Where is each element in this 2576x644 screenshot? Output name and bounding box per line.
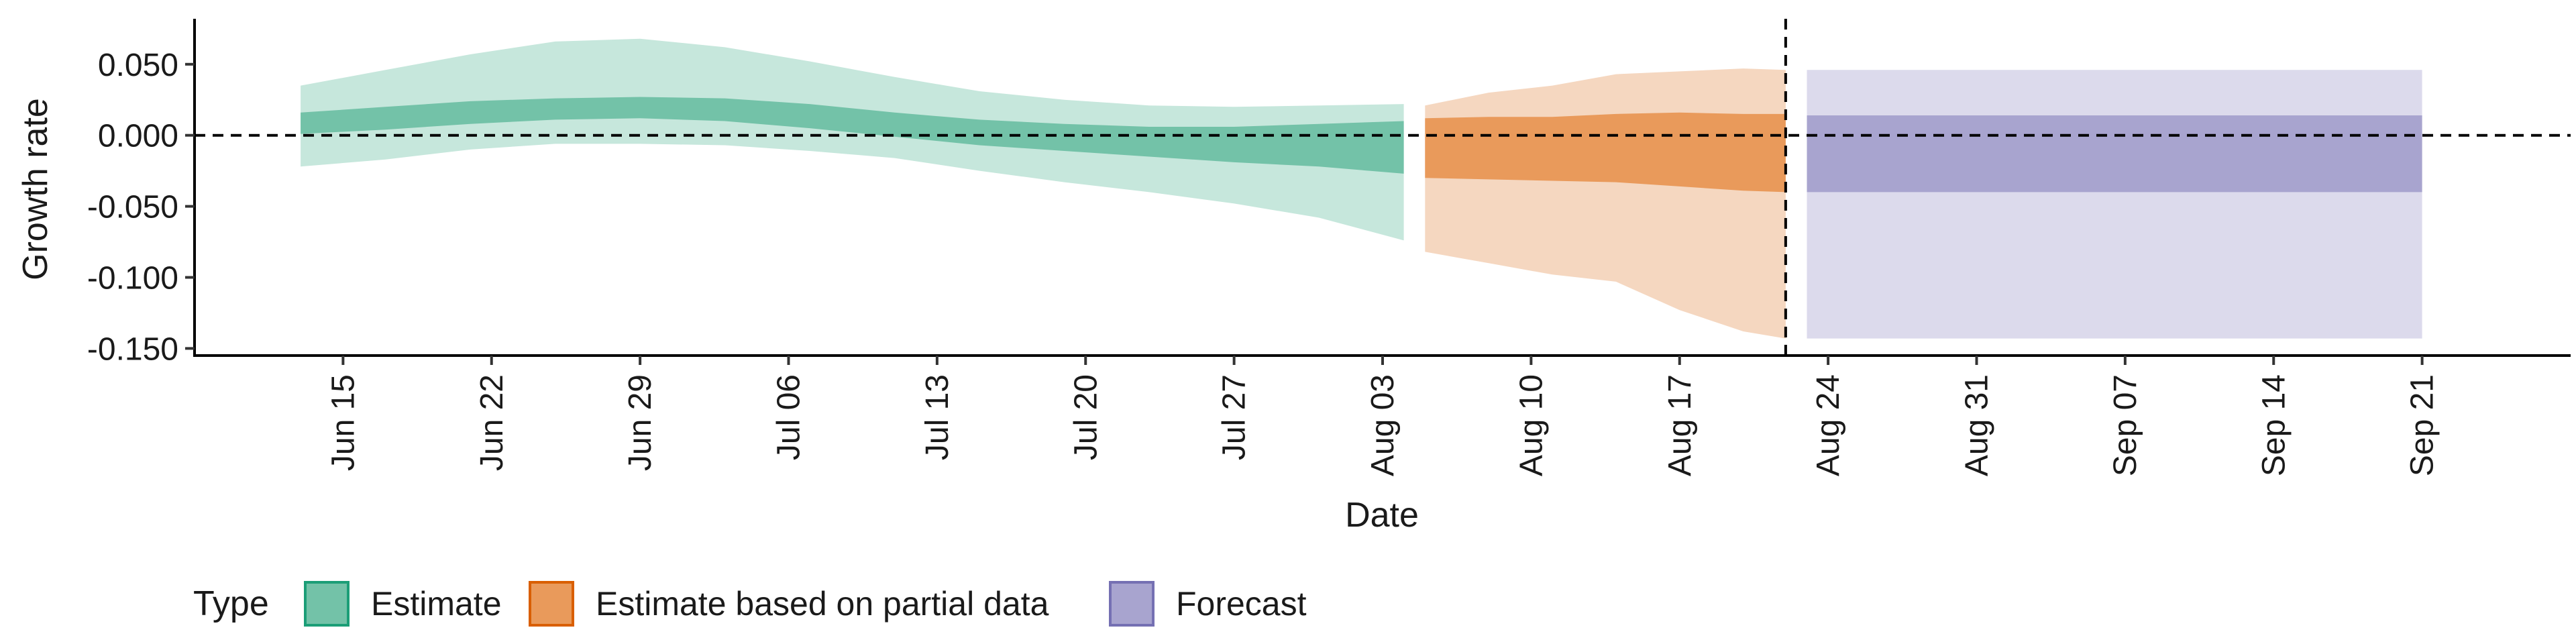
y-tick-label: -0.100 <box>87 261 178 297</box>
x-tick-label: Jul 13 <box>920 374 955 460</box>
y-tick-label: 0.050 <box>98 48 178 83</box>
y-tick-label: 0.000 <box>98 119 178 154</box>
legend-items: Estimate Estimate based on partial data Fo… <box>304 581 1307 627</box>
band-50-forecast <box>1807 115 2422 193</box>
x-tick-label: Aug 03 <box>1365 374 1401 476</box>
x-tick-label: Aug 24 <box>1811 374 1846 476</box>
x-tick-label: Aug 10 <box>1513 374 1549 476</box>
band-90-forecast <box>1807 70 2422 339</box>
x-tick-label: Jul 20 <box>1068 374 1104 460</box>
x-tick-label: Sep 14 <box>2256 374 2292 476</box>
x-tick-label: Jun 29 <box>623 374 658 471</box>
y-axis-title: Growth rate <box>16 98 55 280</box>
legend-swatch <box>529 581 574 627</box>
legend: Type Estimate Estimate based on partial d… <box>193 581 1307 627</box>
y-tick-label: -0.150 <box>87 331 178 367</box>
band-90-estimate <box>301 38 1404 241</box>
x-tick-label: Jul 27 <box>1217 374 1252 460</box>
legend-swatch <box>304 581 350 627</box>
x-tick-label: Sep 07 <box>2108 374 2143 476</box>
y-axis-ticks: 0.050 0.000 -0.050 -0.100 -0.150 <box>87 48 195 367</box>
x-axis-title: Date <box>1345 496 1419 535</box>
legend-label: Estimate <box>371 585 502 623</box>
legend-swatch <box>1109 581 1155 627</box>
uncertainty-bands <box>301 38 2422 339</box>
x-tick-label: Jun 15 <box>325 374 361 471</box>
legend-label: Estimate based on partial data <box>596 585 1049 623</box>
x-tick-label: Jul 06 <box>771 374 807 460</box>
x-tick-label: Aug 17 <box>1662 374 1698 476</box>
x-axis-ticks: Jun 15 Jun 22 Jun 29 Jul 06 Jul 13 Jul 20 Jul … <box>325 356 2440 476</box>
x-tick-label: Sep 21 <box>2405 374 2440 476</box>
y-tick-label: -0.050 <box>87 190 178 225</box>
x-tick-label: Jun 22 <box>474 374 510 471</box>
band-50-estimate <box>301 97 1404 174</box>
x-tick-label: Aug 31 <box>1960 374 1995 476</box>
legend-label: Forecast <box>1176 585 1307 623</box>
band-90-estimate-based-on-partial-data <box>1425 68 1786 339</box>
reference-lines <box>195 19 2571 356</box>
band-50-estimate-based-on-partial-data <box>1425 112 1786 193</box>
legend-title: Type <box>193 584 269 623</box>
